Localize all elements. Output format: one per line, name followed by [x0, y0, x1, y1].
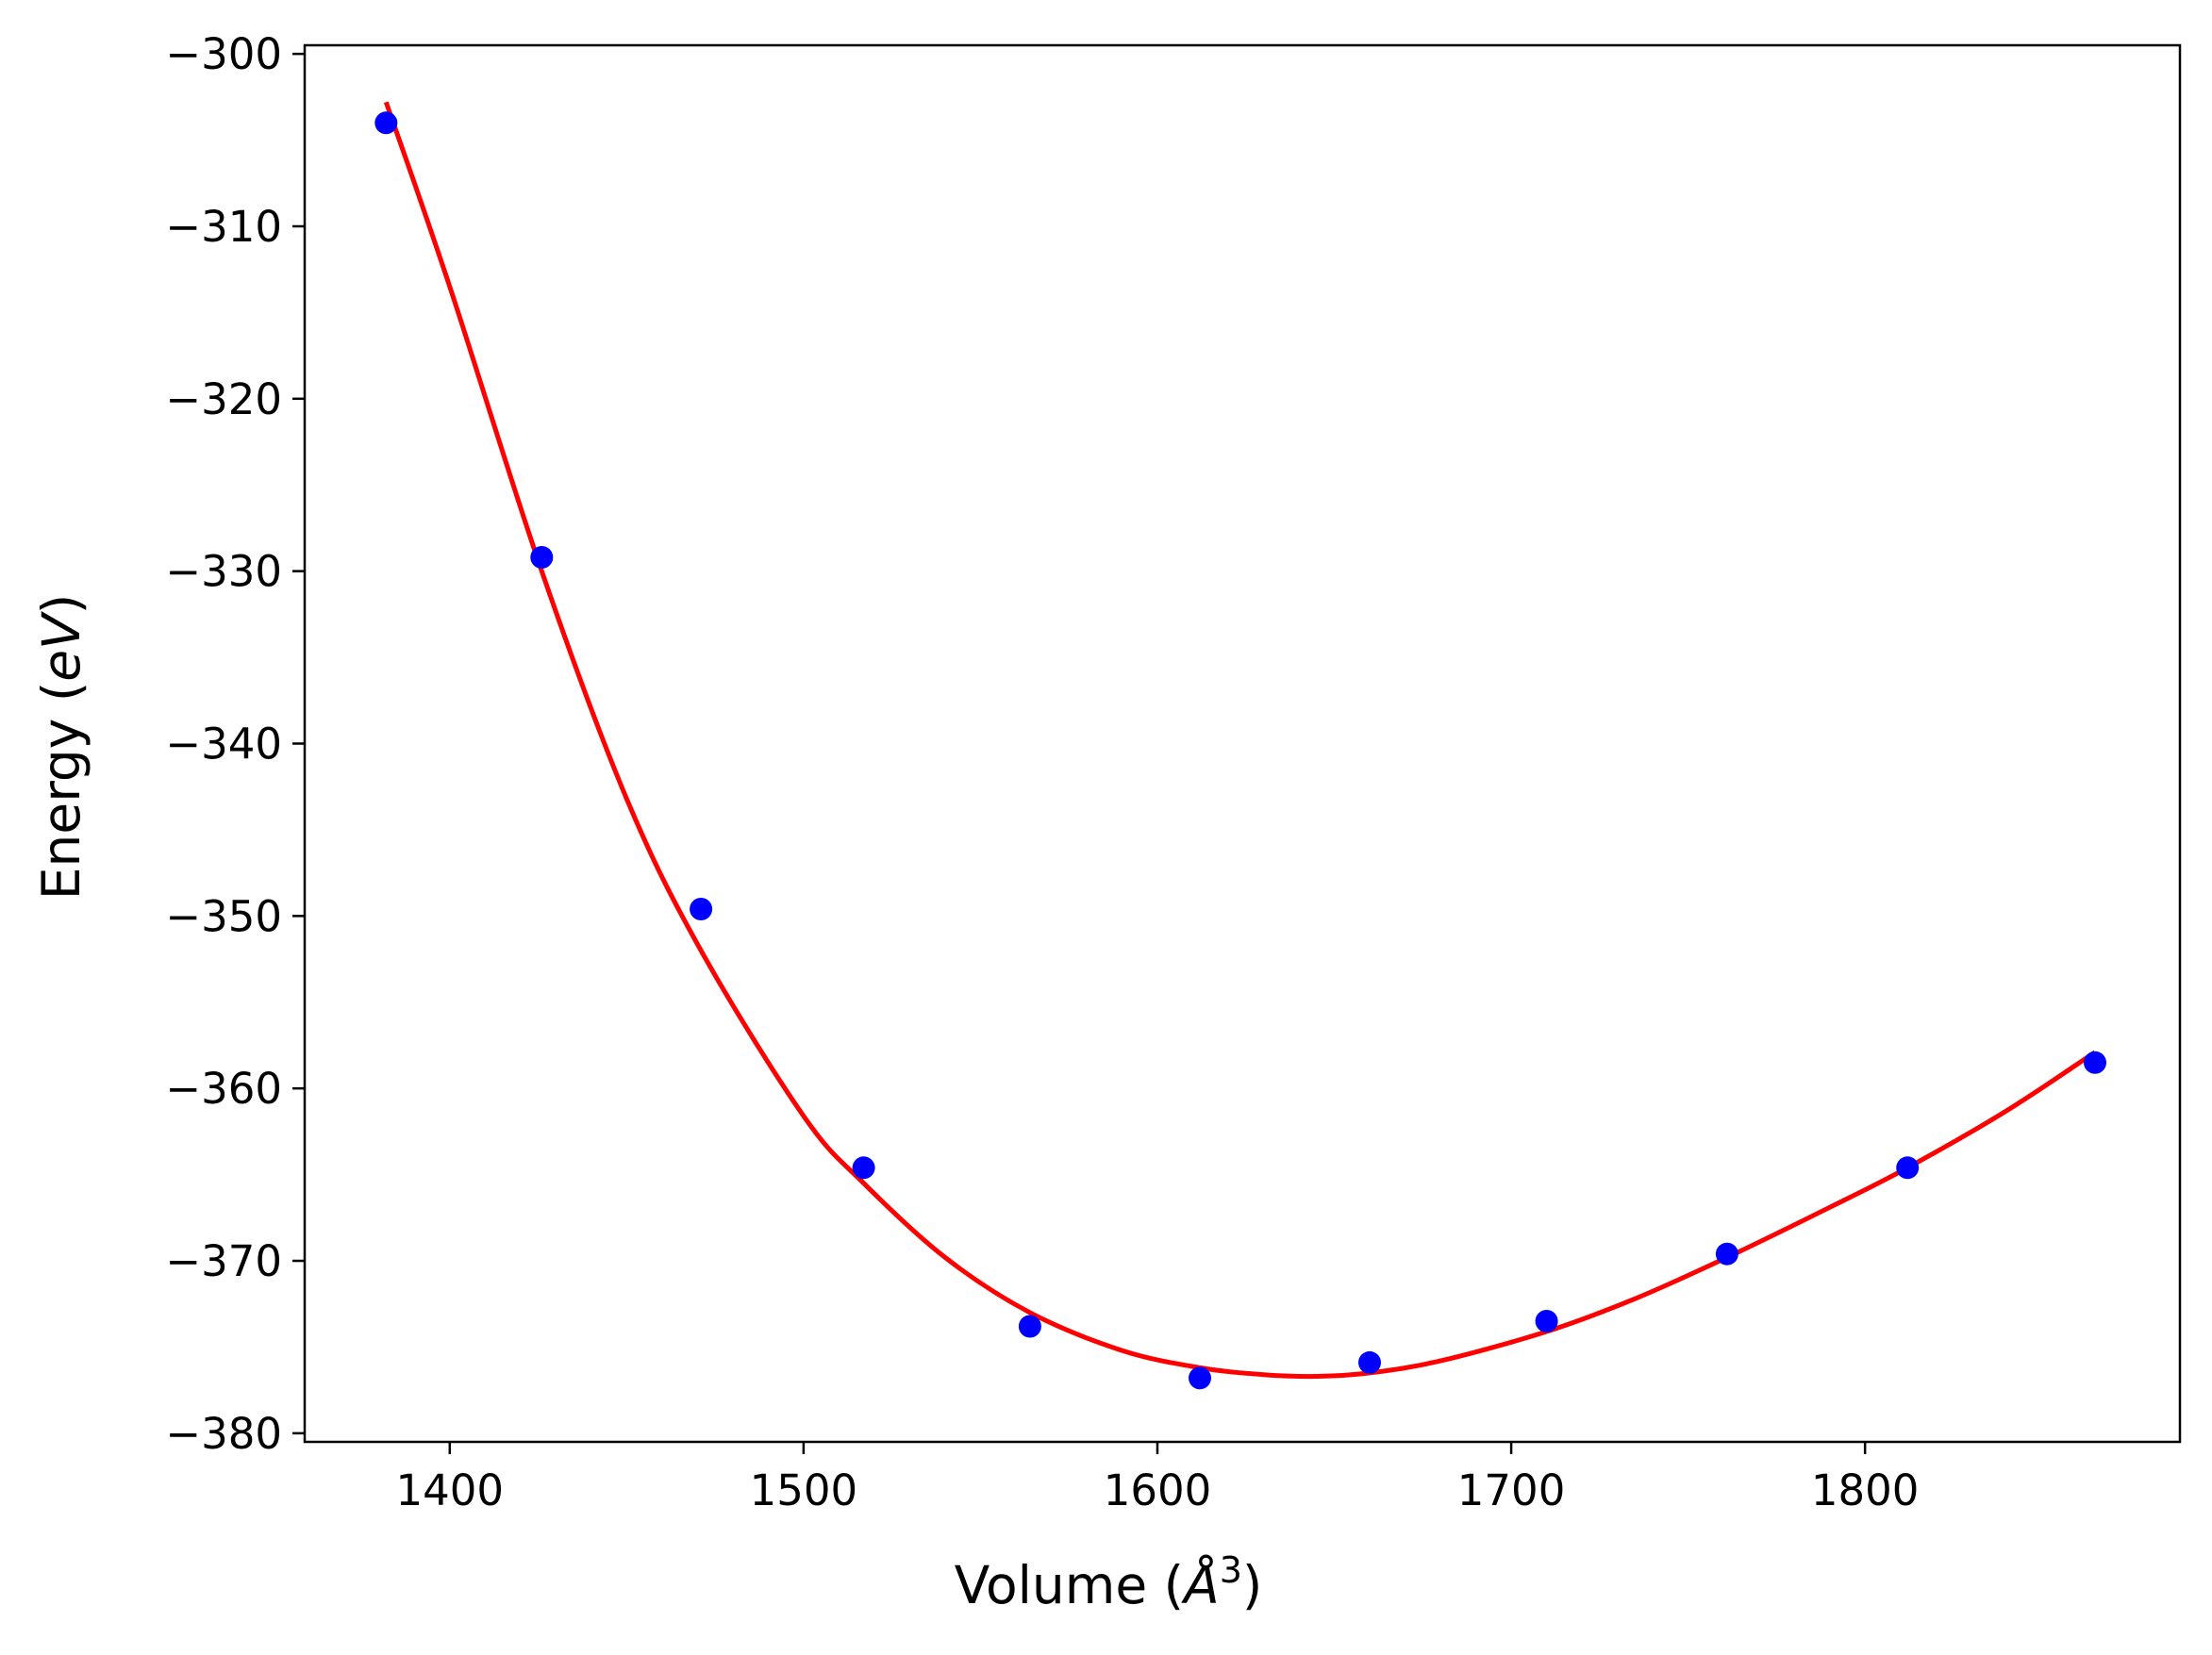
data-point [1535, 1310, 1558, 1332]
data-point [1715, 1242, 1738, 1266]
axis-ticks: 1400 1500 1600 1700 1800 −300 −310 −320 −330 −340… [165, 29, 2182, 1515]
y-tick-label: −330 [165, 547, 282, 597]
y-tick-label: −370 [165, 1236, 282, 1286]
data-point [1189, 1366, 1211, 1390]
x-tick-label: 1500 [750, 1465, 858, 1515]
x-tick-label: 1400 [396, 1465, 505, 1515]
data-point [530, 546, 554, 569]
y-tick-label: −360 [165, 1064, 282, 1114]
x-axis-label: Volume (Å3) [955, 1549, 1263, 1615]
x-tick-label: 1700 [1457, 1465, 1566, 1515]
y-tick-label: −300 [165, 29, 282, 79]
y-axis-label: Energy (eV) [31, 594, 91, 900]
x-tick-label: 1800 [1811, 1465, 1920, 1515]
data-point [2084, 1051, 2106, 1074]
data-point [852, 1156, 875, 1180]
fit-curve-line [383, 101, 2097, 1380]
data-point [1896, 1156, 1920, 1180]
y-tick-label: −380 [165, 1409, 282, 1459]
y-tick-label: −350 [165, 891, 282, 941]
y-tick-label: −310 [165, 202, 282, 252]
data-point [690, 898, 713, 920]
y-tick-label: −320 [165, 374, 282, 424]
plot-area [374, 101, 2106, 1390]
y-tick-label: −340 [165, 720, 282, 770]
data-point [374, 111, 398, 135]
x-tick-label: 1600 [1104, 1465, 1212, 1515]
data-point [1358, 1350, 1381, 1374]
data-point [1018, 1315, 1041, 1338]
